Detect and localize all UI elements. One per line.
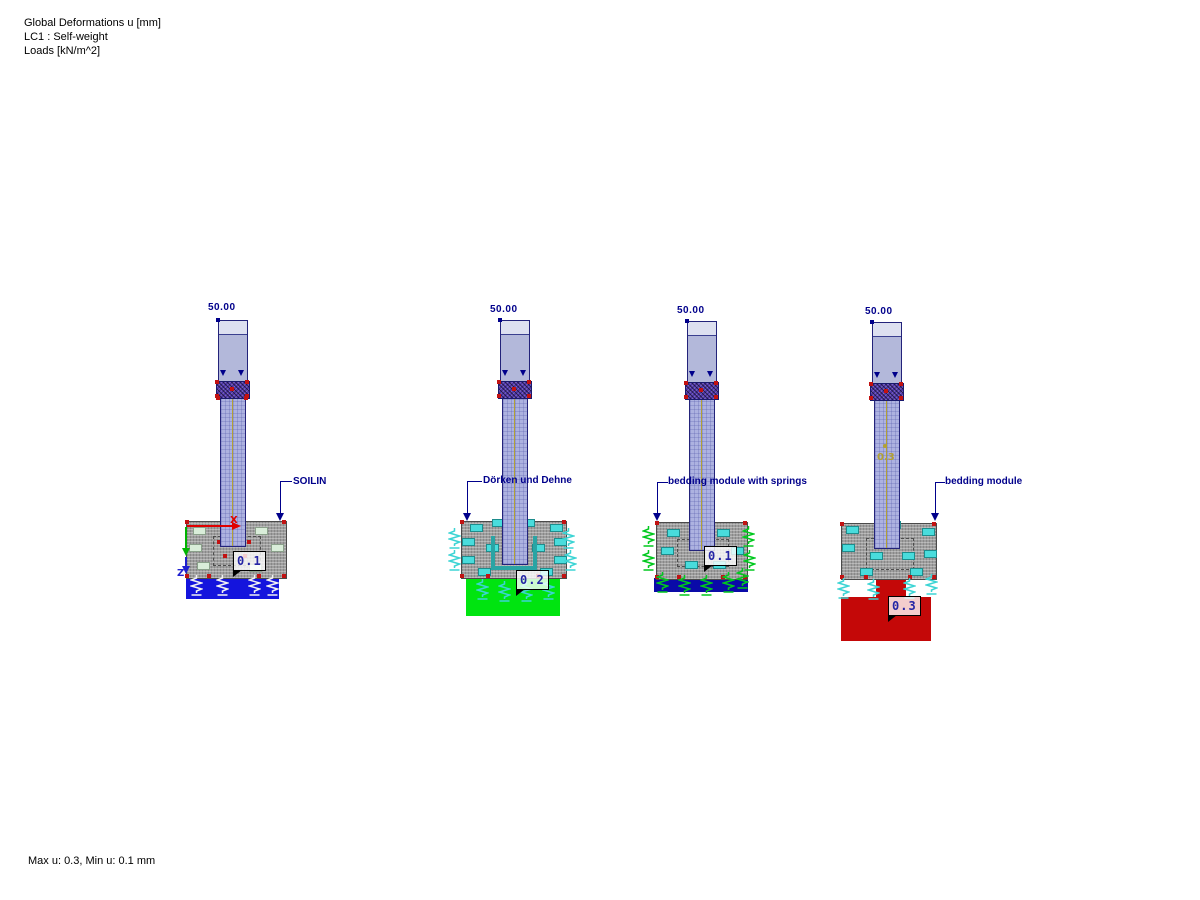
load-arrow-icon xyxy=(874,372,880,378)
spring-icon xyxy=(837,578,850,599)
pier-cap-hatch xyxy=(215,380,250,399)
soil-base-springs[interactable] xyxy=(654,578,748,592)
spring-icon xyxy=(266,575,279,596)
spring-icon xyxy=(678,575,691,596)
x-axis-line xyxy=(187,525,233,527)
result-summary: Max u: 0.3, Min u: 0.1 mm xyxy=(28,855,156,867)
x-axis-arrow-icon xyxy=(232,522,241,530)
load-arrow-icon xyxy=(689,371,695,377)
leader-line xyxy=(657,482,658,514)
column-centerline xyxy=(701,398,702,550)
spring-icon xyxy=(736,568,749,589)
load-arrow-icon xyxy=(220,370,226,376)
leader-arrow-icon xyxy=(276,513,284,521)
load-value-label: 50.00 xyxy=(490,304,518,315)
spring-icon xyxy=(656,572,669,593)
spring-icon xyxy=(498,581,511,602)
load-value-label: 50.00 xyxy=(677,305,705,316)
pier-cap-hatch xyxy=(869,382,904,401)
spring-icon xyxy=(642,526,655,547)
spring-icon xyxy=(476,579,489,600)
structure-soilin[interactable]: 50.00 xyxy=(170,300,380,650)
pier-column[interactable] xyxy=(874,399,900,549)
load-value-label: 50.00 xyxy=(865,306,893,317)
annotation-springs[interactable]: bedding module with springs xyxy=(668,476,807,487)
pier-column[interactable] xyxy=(220,397,246,547)
annotation-soilin[interactable]: SOILIN xyxy=(293,476,327,487)
spring-icon xyxy=(216,575,229,596)
pier-column[interactable] xyxy=(689,398,715,551)
value-flag[interactable]: 0.2 xyxy=(516,570,549,596)
leader-arrow-icon xyxy=(931,513,939,521)
spring-icon xyxy=(562,528,575,549)
node-marker xyxy=(685,319,689,323)
spring-icon xyxy=(722,572,735,593)
z-axis-arrow-icon xyxy=(182,566,190,574)
column-centerline xyxy=(232,397,233,546)
load-block-top xyxy=(219,321,247,335)
pier-column[interactable] xyxy=(502,397,528,565)
leader-line xyxy=(280,481,281,514)
value-flag[interactable]: 0.3 xyxy=(888,596,921,622)
column-centerline xyxy=(886,399,887,548)
leader-line xyxy=(467,481,468,514)
structure-springs[interactable]: 50.00 xyxy=(640,300,850,650)
z-axis-line xyxy=(185,557,187,568)
column-centerline xyxy=(514,397,515,564)
spring-icon xyxy=(700,575,713,596)
spring-icon xyxy=(448,528,461,549)
load-arrow-icon xyxy=(892,372,898,378)
node-marker xyxy=(216,318,220,322)
spring-icon xyxy=(743,550,756,571)
spring-icon xyxy=(248,575,261,596)
leader-line xyxy=(936,482,945,483)
x-axis-label: X xyxy=(230,515,238,526)
spring-icon xyxy=(867,579,880,600)
load-arrow-icon xyxy=(238,370,244,376)
annotation-bedding[interactable]: bedding module xyxy=(945,476,1023,487)
column-deformation-value: 0.3 xyxy=(877,452,895,463)
node-marker xyxy=(498,318,502,322)
load-block-top xyxy=(501,321,529,335)
z-axis-label: Z xyxy=(177,568,185,579)
pier-cap-hatch xyxy=(497,380,532,399)
load-arrow-icon xyxy=(520,370,526,376)
load-block-top xyxy=(873,323,901,337)
leader-line xyxy=(935,482,936,514)
load-value-label: 50.00 xyxy=(208,302,236,313)
header-title: Global Deformations u [mm] xyxy=(24,17,161,29)
node-marker xyxy=(870,320,874,324)
header-load-case: LC1 : Self-weight xyxy=(24,31,108,43)
load-arrow-icon xyxy=(502,370,508,376)
spring-icon xyxy=(190,575,203,596)
result-header: Global Deformations u [mm] LC1 : Self-we… xyxy=(24,16,161,58)
spring-icon xyxy=(642,550,655,571)
value-flag[interactable]: 0.1 xyxy=(704,546,737,572)
y-axis-arrow-icon xyxy=(182,548,190,556)
value-flag[interactable]: 0.1 xyxy=(233,551,266,577)
annotation-dorken[interactable]: Dörken und Dehne xyxy=(483,475,572,486)
structure-bedding[interactable]: 50.00 0.3 xyxy=(825,300,1035,650)
soil-base-bedding-neck[interactable] xyxy=(876,578,906,598)
dorken-channel xyxy=(491,536,537,570)
pier-cap-hatch xyxy=(684,381,719,400)
leader-line xyxy=(280,481,292,482)
load-block-top xyxy=(688,322,716,336)
leader-line xyxy=(658,482,668,483)
spring-icon xyxy=(925,574,938,595)
spring-icon xyxy=(742,526,755,547)
load-arrow-icon xyxy=(707,371,713,377)
structure-dorken[interactable]: 50.00 xyxy=(448,300,662,650)
leader-arrow-icon xyxy=(463,513,471,521)
spring-icon xyxy=(564,550,577,571)
column-value-node xyxy=(883,444,887,448)
spring-icon xyxy=(448,550,461,571)
leader-arrow-icon xyxy=(653,513,661,521)
leader-line xyxy=(468,481,482,482)
header-units: Loads [kN/m^2] xyxy=(24,45,101,57)
y-axis-line xyxy=(185,527,187,549)
